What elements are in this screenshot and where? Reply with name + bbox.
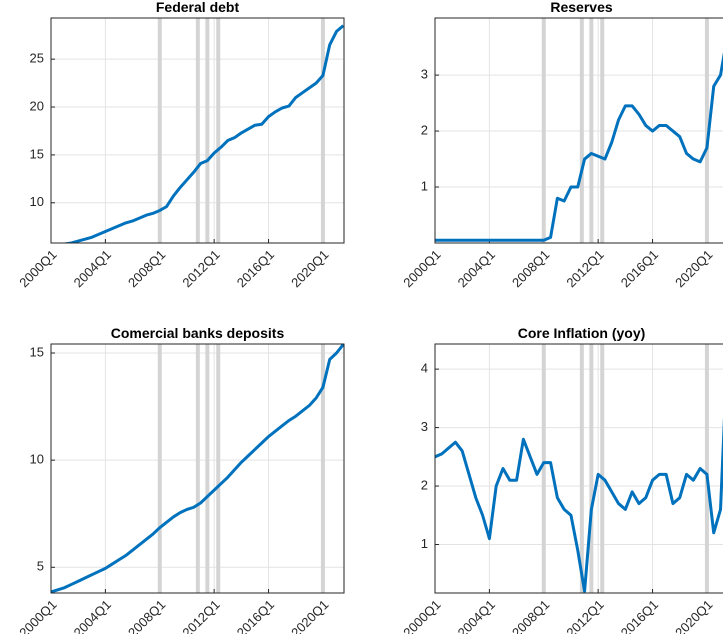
subplot: 2000Q1 2004Q1 2008Q1 2012Q1 2016Q1 2020Q1 10 15…: [16, 0, 345, 290]
subplot: 2000Q1 2004Q1 2008Q1 2012Q1 2016Q1 2020Q1 5 10 1…: [16, 325, 345, 634]
x-tick-label: 2020Q1: [288, 597, 331, 634]
x-tick-label: 2000Q1: [400, 597, 443, 634]
subplot: 2000Q1 2004Q1 2008Q1 2012Q1 2016Q1 2020Q1 1 2 3 4…: [400, 325, 723, 634]
subplot: 2000Q1 2004Q1 2008Q1 2012Q1 2016Q1 2020Q1 1 2 3 R…: [400, 0, 723, 290]
x-tick-label: 2012Q1: [563, 597, 606, 634]
axes-box: [434, 17, 723, 244]
x-tick-label: 2016Q1: [618, 597, 661, 634]
x-tick-label: 2004Q1: [71, 597, 114, 634]
y-tick-label: 20: [30, 98, 44, 113]
y-tick-label: 10: [30, 452, 44, 467]
plot-content: [51, 18, 344, 243]
data-line: [435, 417, 723, 593]
x-tick-label: 2016Q1: [234, 597, 277, 634]
x-tick-label: 2012Q1: [563, 247, 606, 290]
data-line: [51, 344, 344, 593]
x-tick-label: 2016Q1: [618, 247, 661, 290]
y-tick-label: 10: [30, 194, 44, 209]
axes-box: [50, 343, 345, 594]
y-tick-label: 15: [30, 344, 44, 359]
subplot-title: Comercial banks deposits: [111, 325, 285, 341]
subplot-title: Core Inflation (yoy): [518, 325, 646, 341]
plot-content: [435, 344, 723, 593]
x-tick-label: 2004Q1: [455, 597, 498, 634]
x-tick-label: 2008Q1: [125, 597, 168, 634]
x-tick-label: 2016Q1: [234, 247, 277, 290]
y-tick-label: 1: [421, 536, 428, 551]
x-tick-label: 2020Q1: [672, 247, 715, 290]
axes-box: [50, 17, 345, 244]
x-tick-label: 2000Q1: [16, 247, 59, 290]
x-tick-label: 2000Q1: [400, 247, 443, 290]
y-tick-label: 1: [421, 178, 428, 193]
y-tick-label: 2: [421, 477, 428, 492]
x-tick-label: 2008Q1: [125, 247, 168, 290]
y-tick-label: 15: [30, 146, 44, 161]
y-tick-label: 4: [421, 361, 428, 376]
subplot-title: Federal debt: [156, 0, 240, 15]
data-line: [51, 24, 344, 243]
subplot-title: Reserves: [550, 0, 612, 15]
y-tick-label: 25: [30, 51, 44, 66]
y-tick-label: 5: [37, 559, 44, 574]
x-tick-label: 2008Q1: [509, 247, 552, 290]
axes-box: [434, 343, 723, 594]
x-tick-label: 2020Q1: [672, 597, 715, 634]
plot-content: [51, 344, 344, 593]
y-tick-label: 2: [421, 122, 428, 137]
plot-content: [435, 18, 723, 243]
x-tick-label: 2020Q1: [288, 247, 331, 290]
y-tick-label: 3: [421, 419, 428, 434]
x-tick-label: 2000Q1: [16, 597, 59, 634]
y-tick-label: 3: [421, 67, 428, 82]
plot-area: [435, 18, 723, 243]
x-tick-label: 2012Q1: [179, 247, 222, 290]
x-tick-label: 2004Q1: [71, 247, 114, 290]
data-line: [435, 52, 723, 242]
x-tick-label: 2008Q1: [509, 597, 552, 634]
x-tick-label: 2012Q1: [179, 597, 222, 634]
x-tick-label: 2004Q1: [455, 247, 498, 290]
